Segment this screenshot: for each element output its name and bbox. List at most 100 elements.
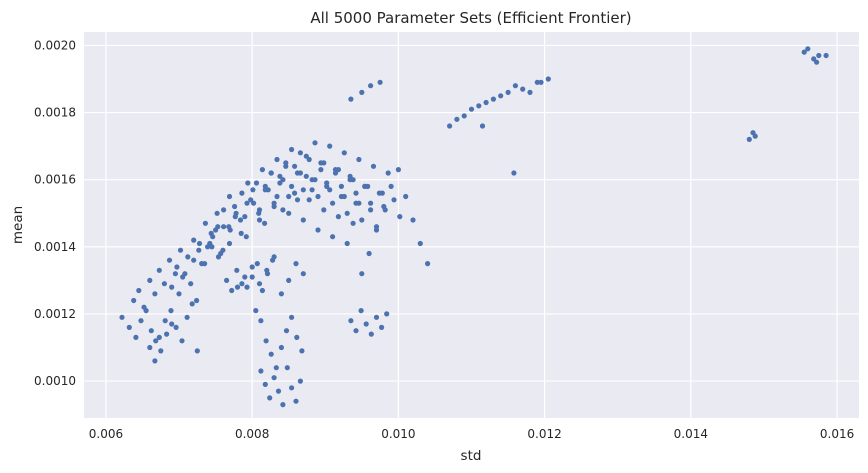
y-tick-label: 0.0018 (34, 106, 76, 120)
scatter-point (479, 123, 486, 129)
scatter-point (752, 133, 758, 139)
scatter-point (286, 210, 292, 216)
scatter-point (119, 314, 125, 320)
scatter-point (259, 167, 265, 173)
scatter-point (417, 240, 423, 247)
scatter-point (133, 334, 139, 340)
scatter-point (188, 281, 194, 287)
scatter-point (253, 180, 260, 186)
scatter-point (271, 200, 277, 206)
y-tick-label: 0.0010 (34, 374, 76, 388)
scatter-point (268, 351, 274, 357)
scatter-point (221, 224, 227, 230)
scatter-point (152, 291, 158, 297)
scatter-point (245, 180, 251, 186)
scatter-point (263, 338, 269, 344)
scatter-point (359, 217, 365, 223)
scatter-point (232, 203, 238, 210)
x-axis-label: std (461, 448, 482, 464)
scatter-point (185, 254, 191, 260)
scatter-point (267, 395, 273, 401)
scatter-point (335, 167, 341, 173)
scatter-point (164, 331, 170, 337)
scatter-point (454, 116, 460, 122)
scatter-point (283, 163, 289, 169)
scatter-point (239, 190, 245, 196)
scatter-point (277, 173, 283, 179)
scatter-point (259, 287, 265, 294)
scatter-point (292, 163, 298, 169)
scatter-point (177, 247, 184, 253)
scatter-point (191, 257, 197, 263)
scatter-point (327, 187, 333, 193)
scatter-point (324, 183, 330, 189)
scatter-point (341, 150, 347, 156)
scatter-point (208, 230, 214, 236)
scatter-point (256, 281, 263, 287)
x-tick-labels: 0.006 0.008 0.010 0.012 0.014 0.016 (89, 427, 854, 441)
grid-lines (84, 32, 859, 418)
x-tick-label: 0.006 (89, 427, 123, 441)
scatter-point (199, 261, 205, 267)
scatter-point (347, 177, 353, 183)
scatter-point (275, 388, 282, 394)
scatter-point (814, 59, 820, 65)
scatter-point (205, 244, 211, 250)
scatter-point (284, 365, 290, 371)
scatter-point (293, 398, 299, 404)
scatter-point (505, 89, 511, 95)
scatter-point (300, 217, 306, 223)
scatter-point (215, 254, 222, 260)
scatter-point (273, 365, 279, 371)
scatter-point (490, 96, 496, 102)
scatter-point (447, 123, 453, 129)
scatter-point (286, 277, 292, 283)
scatter-point (270, 257, 276, 263)
scatter-point (286, 193, 292, 200)
data-points (119, 46, 829, 408)
scatter-point (370, 163, 377, 169)
scatter-point (280, 177, 286, 183)
scatter-point (262, 187, 268, 193)
scatter-point (379, 324, 385, 330)
scatter-point (330, 234, 336, 240)
scatter-point (189, 301, 195, 307)
scatter-point (353, 190, 359, 196)
y-tick-label: 0.0014 (34, 240, 76, 254)
scatter-point (254, 261, 260, 267)
scatter-point (289, 146, 295, 153)
scatter-point (262, 381, 268, 387)
scatter-point (153, 338, 159, 344)
scatter-point (384, 311, 390, 317)
scatter-point (242, 274, 248, 280)
scatter-point (278, 291, 284, 297)
scatter-point (461, 113, 467, 119)
scatter-point (534, 79, 540, 85)
scatter-point (138, 318, 144, 324)
scatter-point (239, 281, 245, 287)
scatter-point (233, 210, 239, 216)
scatter-point (289, 314, 295, 320)
scatter-point (363, 321, 369, 327)
scatter-point (294, 197, 301, 203)
scatter-point (243, 234, 249, 240)
scatter-point (805, 46, 811, 52)
scatter-point (226, 193, 233, 200)
scatter-point (147, 344, 153, 351)
scatter-point (271, 375, 277, 381)
scatter-point (249, 264, 255, 270)
scatter-point (385, 170, 391, 176)
scatter-point (229, 287, 235, 294)
scatter-point (258, 368, 264, 374)
scatter-point (251, 200, 257, 206)
scatter-point (264, 271, 271, 277)
scatter-point (520, 86, 526, 92)
scatter-point (274, 193, 280, 200)
scatter-point (344, 210, 350, 216)
scatter-point (335, 214, 341, 220)
scatter-point (249, 274, 255, 280)
scatter-point (179, 338, 185, 344)
x-tick-label: 0.014 (674, 427, 708, 441)
scatter-point (338, 183, 344, 189)
scatter-point (816, 52, 822, 59)
